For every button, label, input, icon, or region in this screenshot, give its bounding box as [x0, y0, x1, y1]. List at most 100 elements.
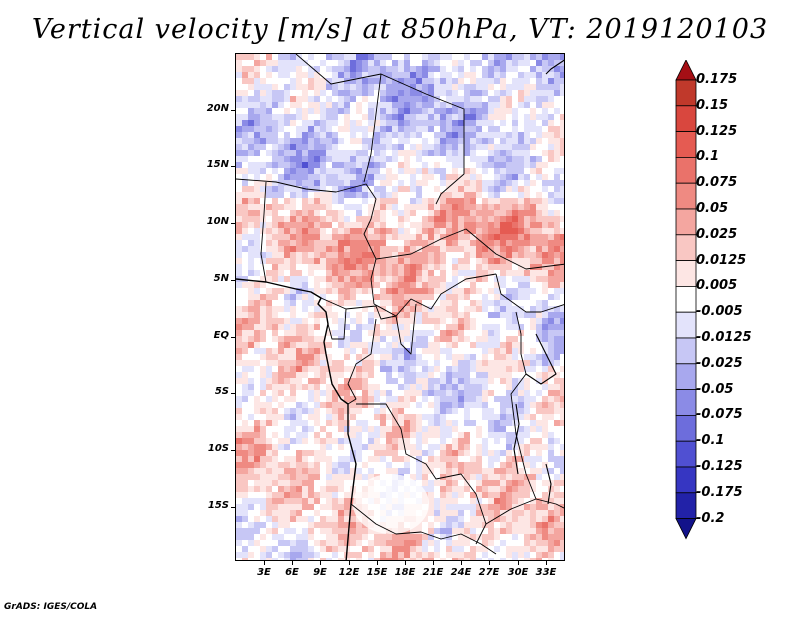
colorbar-segment: [675, 157, 697, 184]
colorbar-segment: [675, 260, 697, 287]
colorbar-segment: [675, 105, 697, 132]
border-benin: [260, 181, 267, 283]
latitude-label: 10N: [206, 216, 229, 227]
colorbar-label: -0.125: [696, 459, 743, 474]
longitude-tick: [349, 561, 350, 565]
colorbar-label: 0.1: [696, 149, 720, 165]
border-eqguinea: [327, 308, 347, 340]
lake-malawi: [545, 463, 552, 505]
longitude-tick: [546, 561, 547, 565]
border-libya-chad: [363, 73, 382, 183]
colorbar-label: 0.125: [696, 123, 738, 139]
longitude-label: 21E: [422, 567, 444, 578]
colorbar-segment: [675, 234, 697, 262]
border-east-drc: [510, 311, 537, 500]
colorbar-segment: [675, 79, 697, 107]
latitude-label: 10S: [207, 443, 229, 454]
velocity-field-map: [236, 54, 564, 560]
colorbar-label: -0.075: [696, 407, 743, 423]
latitude-label: 20N: [206, 103, 229, 114]
longitude-label: 33E: [535, 567, 557, 578]
latitude-label: 5S: [214, 386, 229, 397]
coastline: [236, 278, 357, 560]
longitude-label: 15E: [366, 567, 388, 578]
longitude-label: 18E: [394, 567, 416, 578]
latitude-tick: [231, 507, 235, 508]
colorbar-segment: [675, 492, 697, 519]
latitude-tick: [231, 280, 235, 281]
colorbar-segment: [675, 285, 697, 313]
longitude-tick: [320, 561, 321, 565]
border-congo: [347, 318, 377, 405]
longitude-label: 24E: [450, 567, 472, 578]
colorbar-bottom-arrow: [675, 518, 697, 540]
colorbar-segment: [675, 389, 697, 416]
colorbar-top-arrow: [675, 60, 697, 81]
longitude-label: 30E: [507, 567, 529, 578]
chart-title: Vertical velocity [m/s] at 850hPa, VT: 2…: [31, 14, 769, 45]
colorbar-label: 0.005: [696, 278, 738, 294]
longitude-tick: [377, 561, 378, 565]
border-north: [295, 54, 465, 205]
border-namibia: [350, 503, 497, 555]
latitude-label: EQ: [213, 330, 229, 341]
longitude-label: 27E: [478, 567, 500, 578]
longitude-tick: [433, 561, 434, 565]
nile-delta: [545, 59, 564, 75]
latitude-tick: [231, 450, 235, 451]
colorbar-label: 0.05: [696, 201, 729, 216]
colorbar-label: -0.2: [696, 510, 725, 526]
latitude-tick: [231, 166, 235, 167]
colorbar-label: -0.025: [696, 355, 743, 371]
latitude-label: 15S: [207, 500, 229, 511]
colorbar-segment: [675, 131, 697, 158]
longitude-label: 6E: [285, 567, 299, 578]
border-nigeria-chad: [236, 178, 377, 305]
border-ssudan: [495, 273, 564, 313]
colorbar-label: -0.05: [696, 381, 734, 397]
longitude-tick: [292, 561, 293, 565]
lake-tanganyika: [513, 403, 520, 475]
colorbar-label: 0.0125: [696, 252, 747, 268]
colorbar: [675, 60, 697, 540]
colorbar-label: -0.0125: [696, 330, 752, 345]
border-sudan: [375, 228, 564, 270]
colorbar-segment: [675, 414, 697, 442]
longitude-tick: [489, 561, 490, 565]
latitude-label: 15N: [206, 159, 229, 170]
longitude-tick: [518, 561, 519, 565]
longitude-tick: [264, 561, 265, 565]
near-zero-region: [353, 474, 429, 534]
longitude-tick: [461, 561, 462, 565]
longitude-label: 12E: [338, 567, 360, 578]
colorbar-label: -0.175: [696, 484, 743, 500]
map-panel: [235, 53, 565, 561]
border-angola: [356, 403, 487, 545]
grads-credit: GrADS: IGES/COLA: [4, 602, 98, 612]
latitude-tick: [231, 393, 235, 394]
latitude-tick: [231, 110, 235, 111]
colorbar-segment: [675, 363, 697, 390]
colorbar-segment: [675, 182, 697, 210]
latitude-tick: [231, 223, 235, 224]
lake-victoria: [525, 333, 557, 385]
longitude-label: 3E: [257, 567, 271, 578]
latitude-tick: [231, 337, 235, 338]
colorbar-label: 0.15: [696, 97, 729, 113]
longitude-tick: [405, 561, 406, 565]
colorbar-label: -0.1: [696, 433, 725, 449]
colorbar-segment: [675, 311, 697, 339]
border-cameroon: [320, 297, 397, 320]
longitude-label: 9E: [313, 567, 327, 578]
colorbar-label: 0.175: [696, 72, 738, 87]
colorbar-segment: [675, 440, 697, 468]
colorbar-segment: [675, 337, 697, 365]
border-zambia: [485, 498, 564, 525]
colorbar-label: -0.005: [696, 304, 743, 320]
latitude-label: 5N: [213, 273, 229, 284]
colorbar-label: 0.025: [696, 226, 738, 242]
colorbar-segment: [675, 208, 697, 236]
border-drc-north: [395, 303, 417, 355]
colorbar-label: 0.075: [696, 175, 738, 191]
colorbar-segment: [675, 466, 697, 494]
